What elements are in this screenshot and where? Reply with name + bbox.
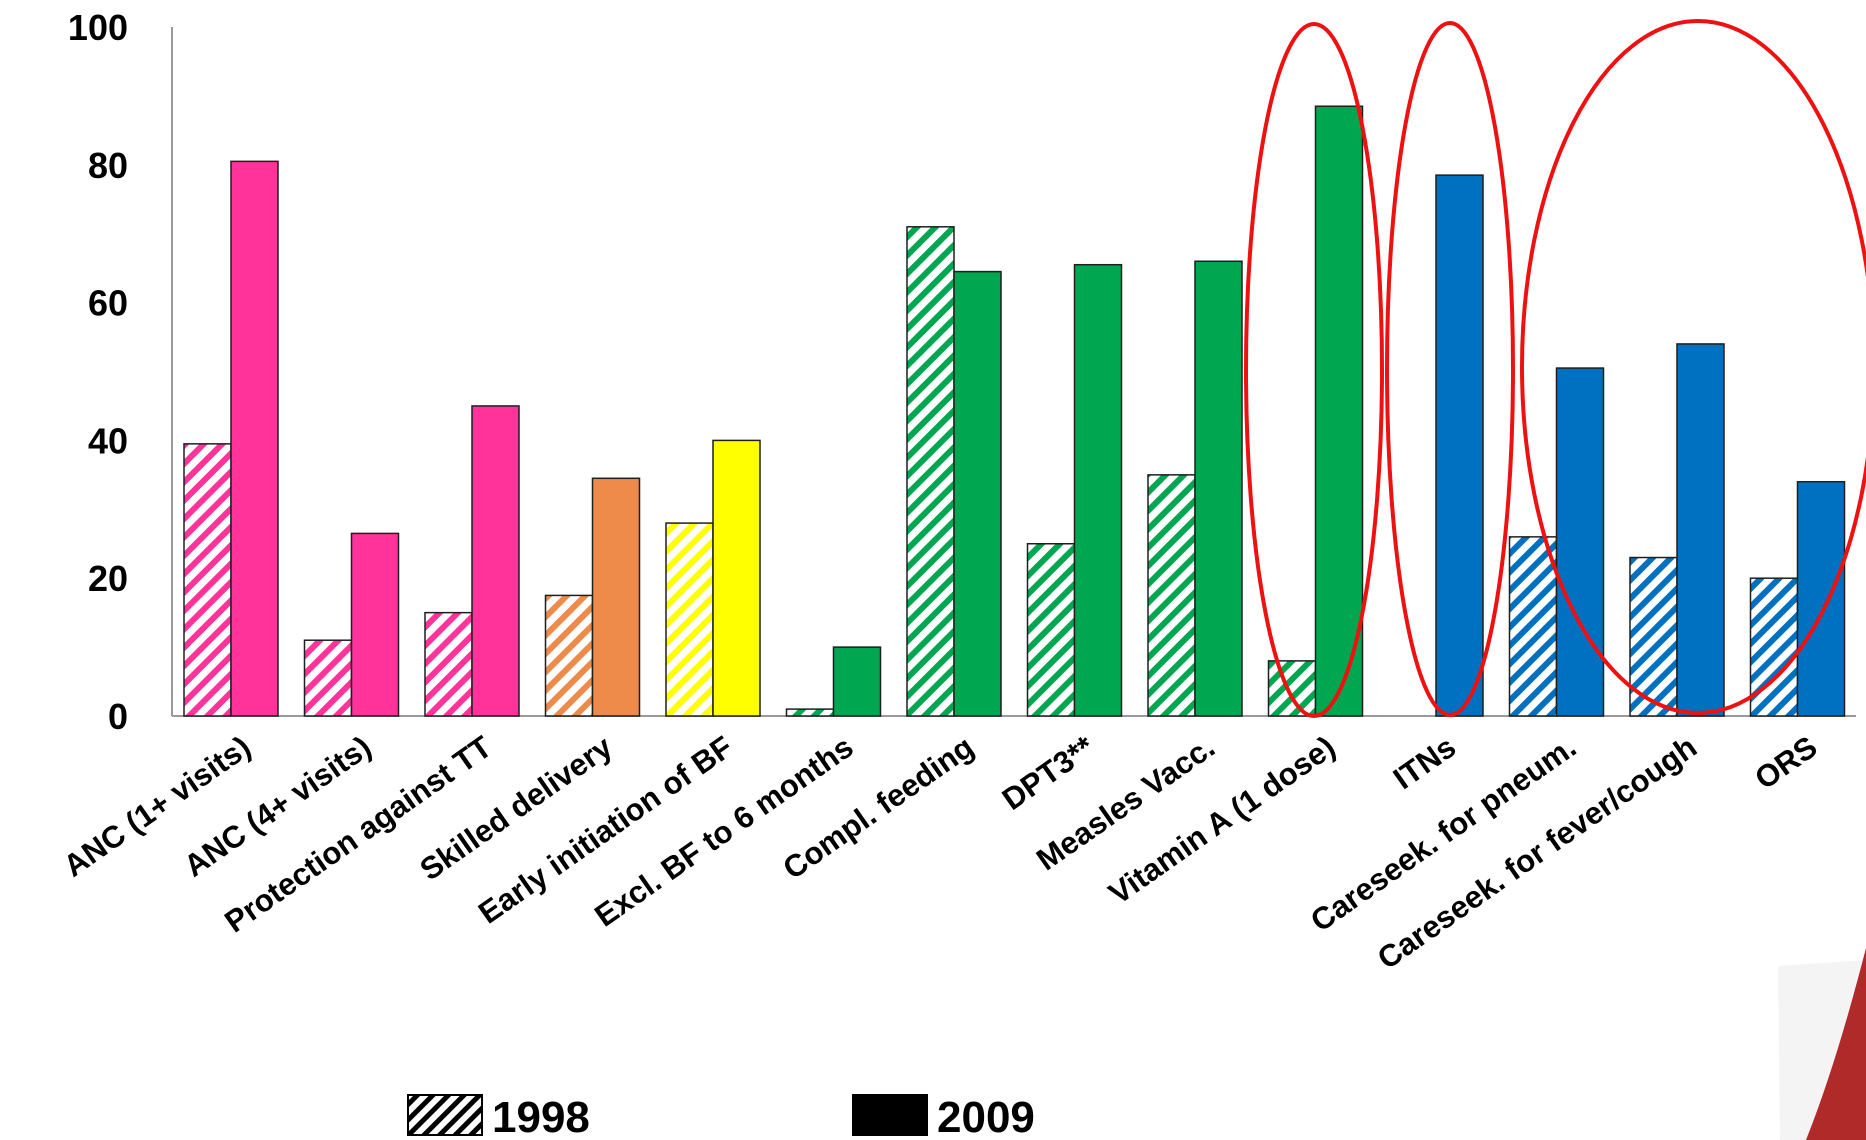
bar-1998 [665, 522, 714, 717]
corner-decoration [1806, 948, 1866, 1140]
bar-1998 [1026, 543, 1076, 717]
bar-2009 [1073, 263, 1123, 717]
y-tick-label: 40 [88, 420, 128, 461]
highlight-ellipse [1520, 19, 1866, 715]
bar-1998 [424, 611, 473, 717]
legend-label-1998: 1998 [492, 1093, 590, 1140]
bar-2009 [230, 160, 279, 717]
bar-1998 [1508, 536, 1558, 717]
x-tick-label: ITNs [1387, 729, 1462, 796]
annotations [1244, 19, 1866, 718]
bar-2009 [591, 477, 641, 717]
bar-2009 [1435, 174, 1484, 717]
bar-1998 [303, 639, 353, 717]
x-tick-label: ORS [1748, 729, 1823, 796]
bar-1998 [906, 226, 955, 717]
x-tick-label: Vitamin A (1 dose) [1102, 729, 1341, 911]
bar-1998 [183, 443, 232, 717]
y-axis: 0 20 40 60 80 100 [68, 7, 1856, 737]
bar-1998 [1749, 577, 1799, 717]
x-tick-label: DPT3** [996, 729, 1102, 817]
bar-1998 [1147, 474, 1196, 717]
bar-2009 [832, 646, 882, 717]
x-axis-labels: ANC (1+ visits)ANC (4+ visits)Protection… [57, 729, 1824, 977]
bar-1998 [1267, 660, 1317, 717]
bar-2009 [953, 270, 1002, 717]
bar-2009 [712, 439, 761, 717]
legend-swatch-2009 [852, 1094, 928, 1136]
legend-label-2009: 2009 [937, 1093, 1035, 1140]
bar-1998 [1629, 556, 1678, 717]
bar-2009 [1314, 105, 1364, 717]
y-tick-label: 20 [88, 558, 128, 599]
bars [183, 105, 1846, 717]
bar-2009 [1555, 367, 1605, 717]
y-tick-label: 100 [68, 7, 128, 48]
bar-2009 [1796, 480, 1846, 717]
y-tick-label: 60 [88, 283, 128, 324]
bar-1998 [544, 594, 594, 717]
legend-swatch-1998 [407, 1094, 483, 1136]
y-tick-label: 80 [88, 145, 128, 186]
highlight-ellipse [1244, 22, 1384, 718]
highlight-ellipse [1385, 21, 1515, 717]
bar-2009 [350, 532, 400, 717]
bar-2009 [471, 405, 520, 717]
legend: 1998 2009 [407, 1093, 1035, 1140]
y-tick-label: 0 [108, 696, 128, 737]
bar-2009 [1676, 343, 1725, 717]
bar-1998 [785, 708, 835, 717]
bar-2009 [1194, 260, 1243, 717]
